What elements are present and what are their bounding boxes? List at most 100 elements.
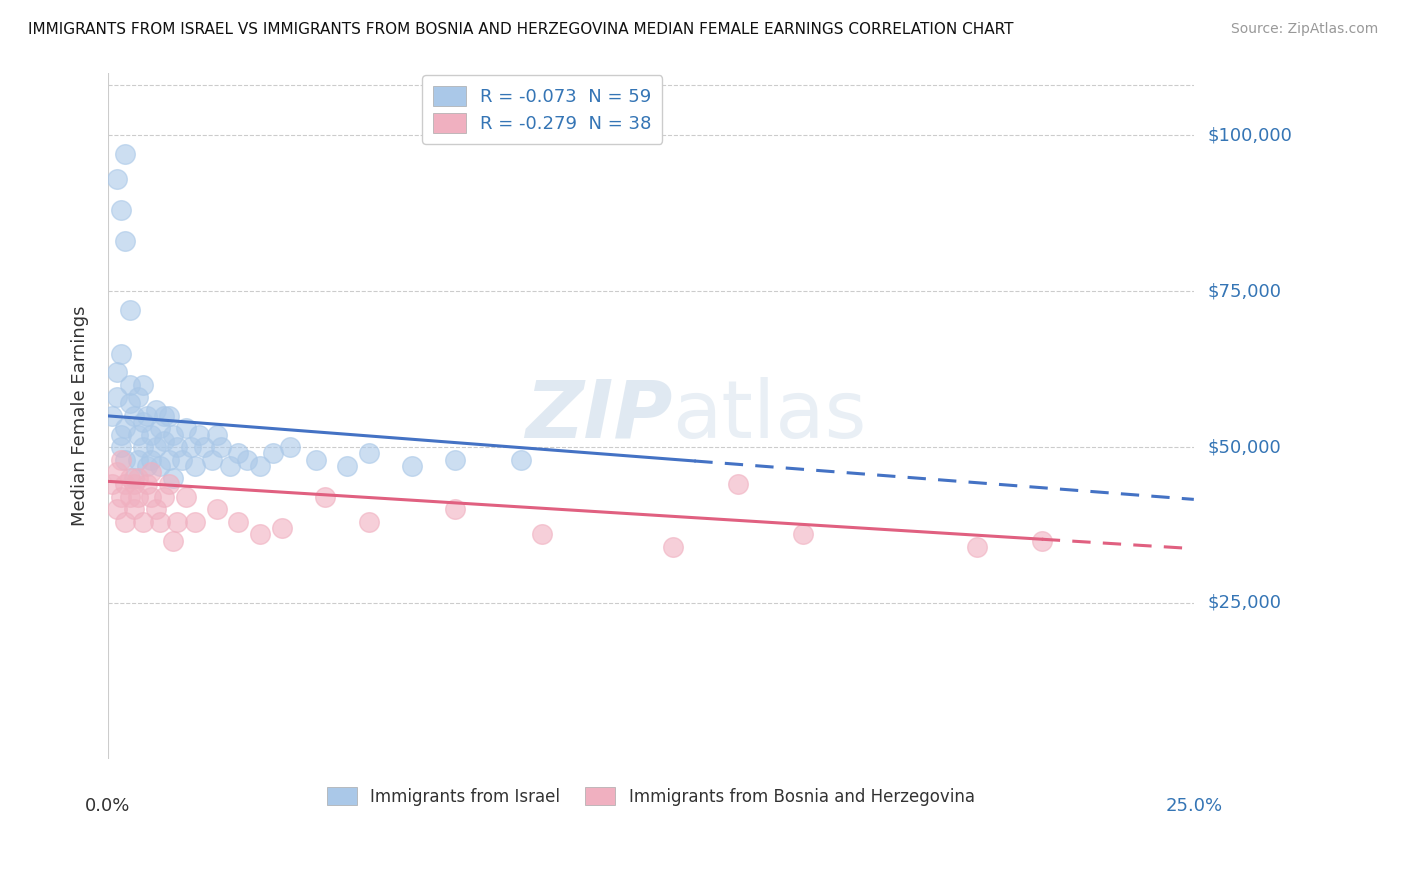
Point [153,409,176,423]
Point [136,409,159,423]
Point [236,452,259,467]
Point [280,440,302,454]
Point [184,515,207,529]
Point [336,458,359,473]
Point [141,490,163,504]
Point [105,172,128,186]
Point [531,527,554,541]
Point [127,390,149,404]
Point [226,446,249,460]
Point [201,452,224,467]
Point [118,302,141,317]
Point [444,452,467,467]
Point [174,490,197,504]
Legend: Immigrants from Israel, Immigrants from Bosnia and Herzegovina: Immigrants from Israel, Immigrants from … [321,780,981,813]
Point [205,427,228,442]
Point [110,452,132,467]
Point [162,427,184,442]
Point [136,477,159,491]
Point [149,421,172,435]
Point [727,477,749,491]
Point [127,471,149,485]
Point [157,409,180,423]
Text: $25,000: $25,000 [1208,594,1282,612]
Point [114,515,136,529]
Text: 0.0%: 0.0% [86,797,131,814]
Point [122,409,145,423]
Point [132,377,155,392]
Point [209,440,232,454]
Point [149,458,172,473]
Point [114,235,136,249]
Point [162,471,184,485]
Point [792,527,814,541]
Point [170,452,193,467]
Point [145,440,167,454]
Point [105,465,128,479]
Point [141,452,163,467]
Point [226,515,249,529]
Point [661,540,683,554]
Point [153,434,176,448]
Point [157,452,180,467]
Point [122,471,145,485]
Point [114,147,136,161]
Point [509,452,531,467]
Point [114,421,136,435]
Point [122,502,145,516]
Point [145,502,167,516]
Point [110,203,132,218]
Point [188,427,211,442]
Text: ZIP: ZIP [526,377,672,455]
Point [966,540,988,554]
Point [114,452,136,467]
Point [314,490,336,504]
Point [401,458,423,473]
Point [1031,533,1053,548]
Point [110,490,132,504]
Point [174,421,197,435]
Point [157,477,180,491]
Point [110,440,132,454]
Point [114,477,136,491]
Point [218,458,240,473]
Point [118,396,141,410]
Point [193,440,215,454]
Point [132,415,155,429]
Text: $100,000: $100,000 [1208,127,1292,145]
Point [141,427,163,442]
Point [118,471,141,485]
Point [270,521,292,535]
Point [118,490,141,504]
Point [101,477,124,491]
Point [184,458,207,473]
Point [101,409,124,423]
Point [110,427,132,442]
Point [105,390,128,404]
Text: 25.0%: 25.0% [1166,797,1222,814]
Point [162,533,184,548]
Point [127,427,149,442]
Y-axis label: Median Female Earnings: Median Female Earnings [72,306,89,526]
Text: atlas: atlas [672,377,868,455]
Point [110,346,132,360]
Point [179,440,201,454]
Point [153,490,176,504]
Point [205,502,228,516]
Point [127,452,149,467]
Point [444,502,467,516]
Point [149,515,172,529]
Point [249,458,271,473]
Point [262,446,284,460]
Text: IMMIGRANTS FROM ISRAEL VS IMMIGRANTS FROM BOSNIA AND HERZEGOVINA MEDIAN FEMALE E: IMMIGRANTS FROM ISRAEL VS IMMIGRANTS FRO… [28,22,1014,37]
Point [132,440,155,454]
Point [145,402,167,417]
Point [357,446,380,460]
Point [118,377,141,392]
Point [166,515,188,529]
Point [305,452,328,467]
Text: Source: ZipAtlas.com: Source: ZipAtlas.com [1230,22,1378,37]
Text: $75,000: $75,000 [1208,282,1282,301]
Point [105,502,128,516]
Point [105,365,128,379]
